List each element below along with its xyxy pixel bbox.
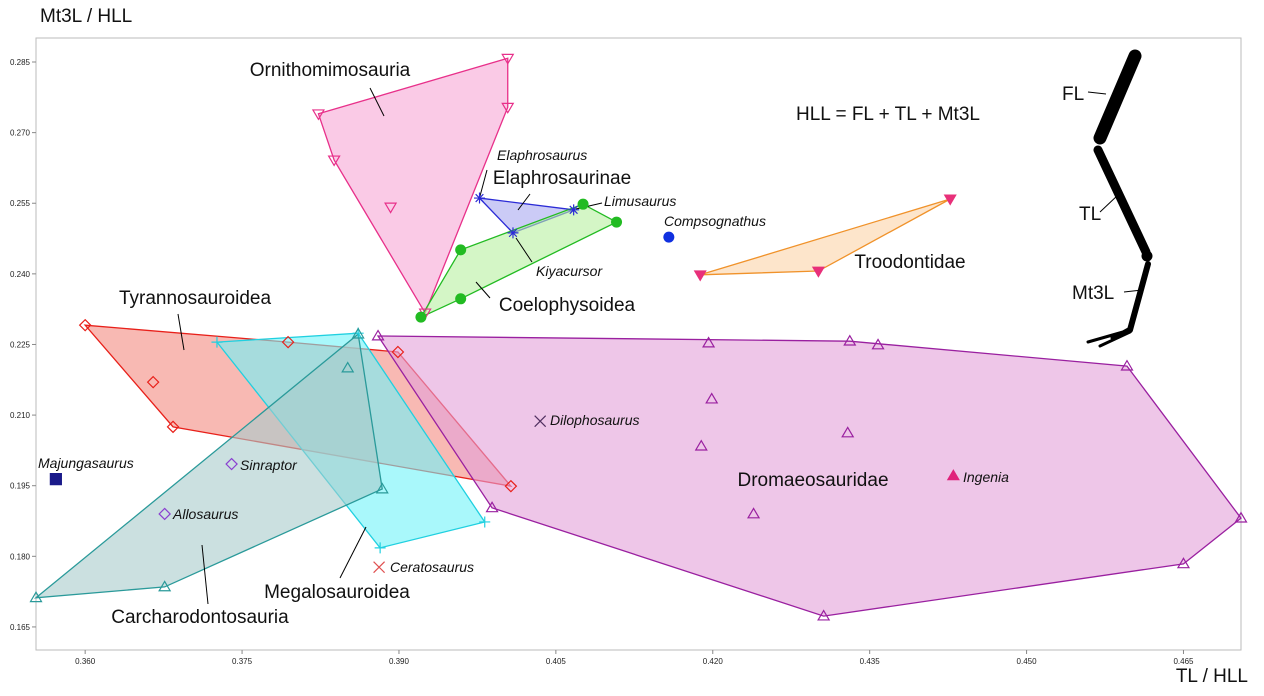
taxon-label: Kiyacursor [536,263,603,279]
y-tick-label: 0.210 [10,411,31,420]
taxon-label: Compsognathus [664,213,766,229]
point [578,199,589,210]
y-tick-label: 0.180 [10,552,31,561]
taxon-label: Sinraptor [240,457,298,473]
x-tick-label: 0.420 [703,657,724,666]
group-label: Megalosauroidea [264,582,410,603]
y-tick-label: 0.195 [10,482,31,491]
page: {"chart_data": {"type": "scatter", "x_la… [0,0,1264,696]
y-tick-label: 0.225 [10,340,31,349]
group-label: Dromaeosauridae [737,470,888,491]
leg-label: FL [1062,84,1084,105]
x-tick-label: 0.405 [546,657,567,666]
taxon-label: Majungasaurus [38,455,134,471]
leader-line [340,527,366,578]
leg-label: Mt3L [1072,283,1114,304]
point [374,562,385,573]
x-tick-label: 0.390 [389,657,410,666]
group-label: Carcharodontosauria [111,607,289,628]
chart: Mt3L / HLL TL / HLL HLL = FL + TL + Mt3L… [0,0,1264,696]
taxon-label: Limusaurus [604,193,676,209]
y-tick-label: 0.165 [10,623,31,632]
point [695,271,706,280]
y-tick-label: 0.285 [10,58,31,67]
group-label: Coelophysoidea [499,295,636,316]
taxon-label: Ceratosaurus [390,559,474,575]
x-axis-title: TL / HLL [1176,666,1248,687]
group-label: Ornithomimosauria [250,60,411,81]
leg-label: TL [1079,204,1101,225]
taxon-label: Dilophosaurus [550,412,640,428]
point [50,474,61,485]
x-tick-label: 0.465 [1173,657,1194,666]
point [455,293,466,304]
point [663,232,674,243]
group-label: Tyrannosauroidea [119,288,272,309]
x-tick-label: 0.360 [75,657,96,666]
y-tick-label: 0.270 [10,129,31,138]
point [611,217,622,228]
y-axis-title: Mt3L / HLL [40,6,132,27]
x-tick-label: 0.435 [860,657,881,666]
point [813,267,824,276]
x-tick-label: 0.375 [232,657,253,666]
taxon-label: Allosaurus [172,506,238,522]
x-tick-label: 0.450 [1017,657,1038,666]
taxon-label: Elaphrosaurus [497,147,587,163]
point [415,312,426,323]
y-tick-label: 0.255 [10,199,31,208]
point [455,244,466,255]
group-label: Troodontidae [854,252,965,273]
formula-annotation: HLL = FL + TL + Mt3L [796,104,980,125]
taxon-label: Ingenia [963,469,1009,485]
group-label: Elaphrosaurinae [493,168,631,189]
y-tick-label: 0.240 [10,270,31,279]
